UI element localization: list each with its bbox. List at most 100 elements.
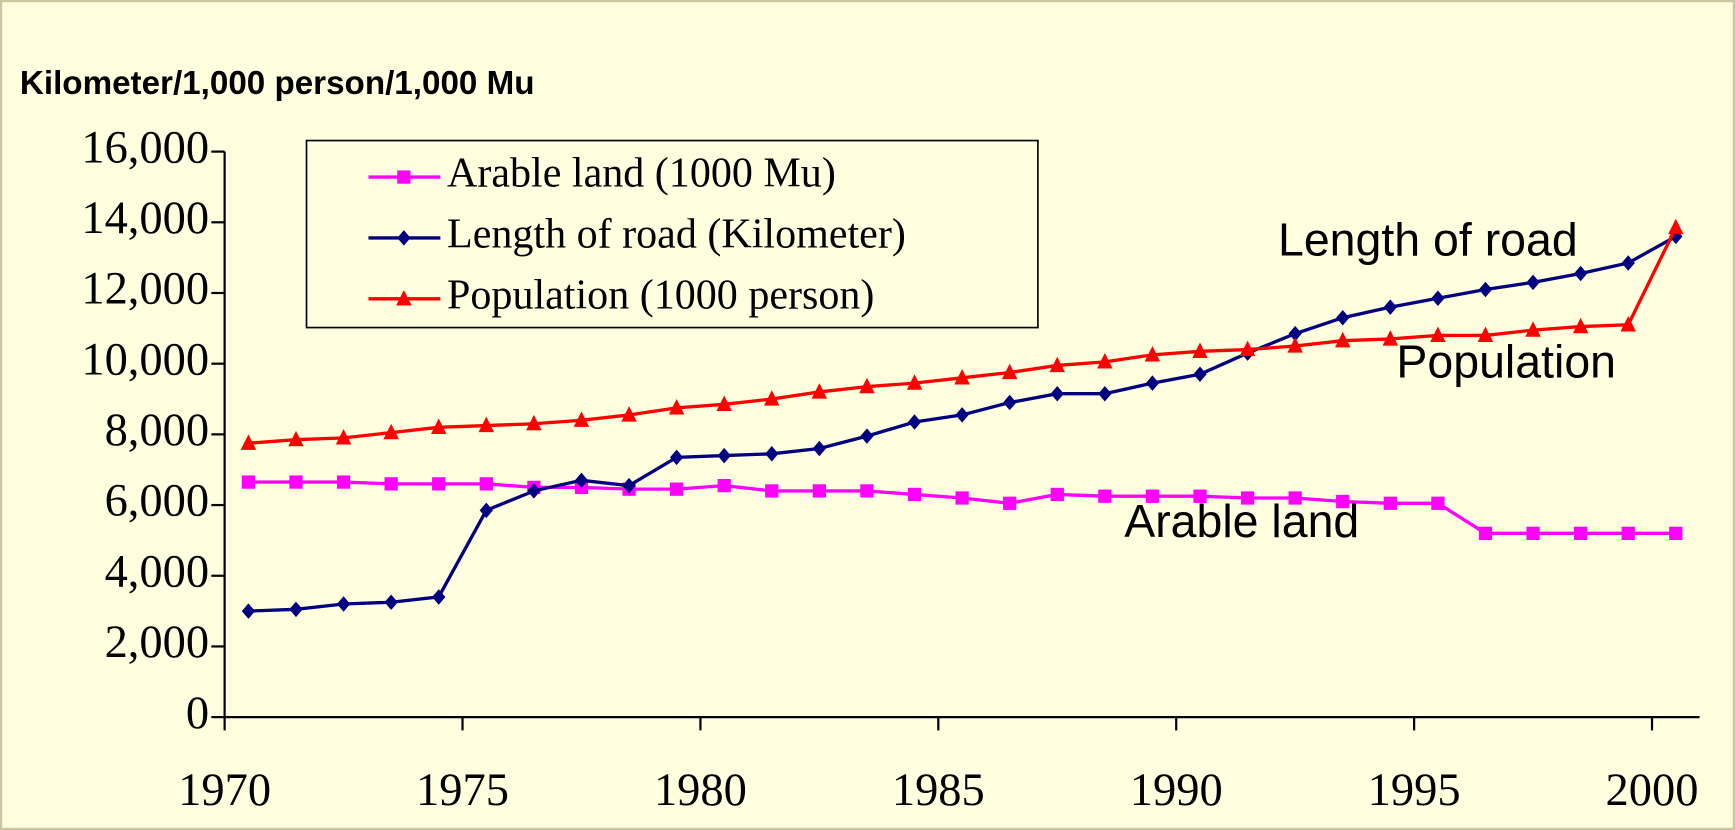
data-point [1050,487,1064,502]
data-point [336,596,351,612]
y-tick-label: 0 [186,688,209,739]
data-point [1049,356,1066,373]
legend-marker [397,230,411,246]
data-point [1193,366,1207,383]
data-point [478,416,495,433]
data-point [527,483,541,499]
x-tick-label: 1990 [1130,765,1223,816]
data-point [1526,274,1540,291]
data-point [1382,330,1399,346]
data-point [1383,496,1397,510]
data-point [907,487,922,502]
annotation: Population [1396,335,1616,387]
data-point [860,428,874,444]
data-point [955,407,969,423]
legend-label: Population (1000 person) [447,272,874,318]
data-point [1097,353,1113,369]
data-point [1620,315,1636,332]
data-point [906,374,923,390]
data-point [1098,489,1112,503]
legend-marker [396,289,412,306]
data-point [1621,526,1635,540]
legend-marker [397,170,411,184]
data-point [1144,345,1161,362]
y-tick-label: 16,000 [81,122,209,173]
data-point [1477,326,1494,343]
data-point [1287,337,1303,353]
y-tick-label: 2,000 [105,617,210,668]
y-tick-label: 10,000 [81,334,209,385]
data-point [1526,526,1540,540]
data-point [1525,321,1541,337]
data-point [811,383,828,399]
legend-label: Length of road (Kilometer) [447,212,906,258]
data-point [384,477,398,491]
data-point [765,446,779,462]
data-point [1192,342,1208,358]
data-point [955,491,969,505]
data-point [526,414,542,431]
data-point [1239,340,1256,357]
data-point [574,472,589,489]
y-tick-label: 8,000 [105,405,210,456]
data-point [717,478,731,493]
data-point [1574,526,1588,540]
data-point [859,377,875,394]
y-tick-label: 12,000 [81,264,209,315]
data-point [1383,299,1397,315]
data-point [241,603,256,619]
data-point [765,484,779,498]
data-point [1668,218,1684,235]
data-point [1334,331,1351,348]
data-point [384,594,398,610]
legend-label: Arable land (1000 Mu) [447,151,836,197]
data-point [288,430,304,447]
x-tick-label: 1985 [892,765,985,816]
data-point [907,414,922,430]
data-point [1430,326,1446,343]
data-point [1001,363,1018,380]
data-point [1240,491,1255,505]
data-point [1098,385,1112,402]
data-point [716,395,732,411]
data-point [1572,317,1589,334]
data-point [479,477,493,491]
data-point [860,484,874,498]
data-point [383,423,399,440]
data-point [430,418,447,434]
data-point [1003,394,1017,411]
data-point [573,411,590,427]
y-tick-label: 14,000 [81,193,209,244]
data-point [335,429,352,445]
data-point [1193,489,1207,503]
data-point [812,484,827,498]
data-point [1288,491,1302,505]
data-point [954,368,970,385]
x-tick-label: 1975 [416,765,509,816]
data-point [336,475,351,489]
data-point [669,449,684,466]
data-point [241,475,256,489]
legend-box [305,139,1039,329]
x-tick-label: 1980 [654,765,747,816]
x-tick-label: 1995 [1368,765,1461,816]
data-point [479,502,493,519]
data-point [669,482,684,496]
data-point [764,390,780,406]
data-point [1431,496,1445,510]
data-point [1288,325,1302,342]
x-tick-label: 1970 [178,765,271,816]
data-point [1336,494,1350,509]
data-point [621,406,637,422]
legend: Arable land (1000 Mu) Length of road (Kil… [305,139,1039,329]
data-point [1003,496,1017,510]
data-point [668,399,685,415]
data-point [240,434,257,450]
data-point [289,475,303,489]
annotation: Length of road [1278,214,1578,266]
data-point [1478,281,1493,298]
data-point [1145,489,1160,503]
data-point [289,601,303,618]
